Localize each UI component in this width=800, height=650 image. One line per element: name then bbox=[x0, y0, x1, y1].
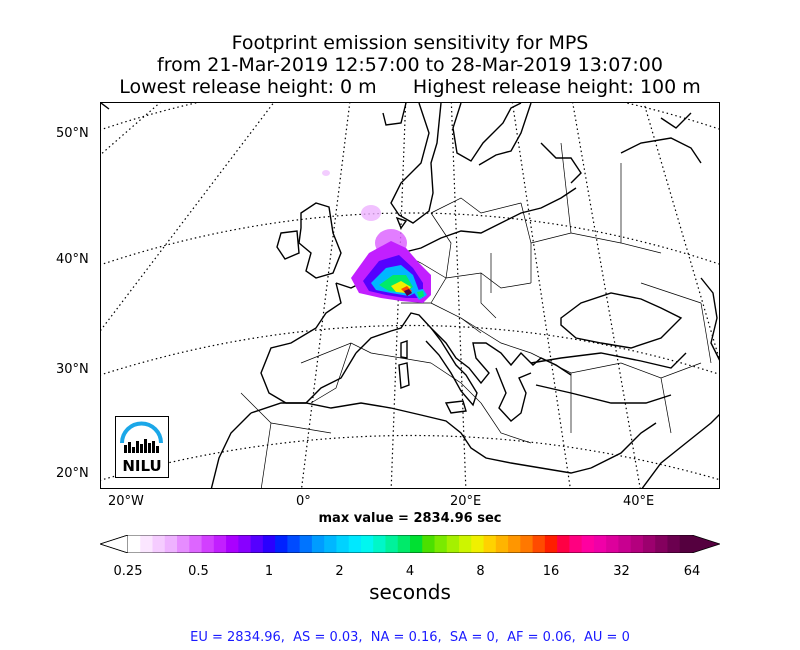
lon-label-0: 0° bbox=[296, 494, 311, 509]
colorbar-tick-label: 4 bbox=[405, 564, 415, 579]
colorbar-cell bbox=[495, 535, 509, 553]
colorbar-cell bbox=[581, 535, 595, 553]
colorbar-tick-label: 8 bbox=[476, 564, 485, 579]
colorbar-cell bbox=[397, 535, 411, 553]
colorbar-cell bbox=[177, 535, 190, 553]
lon-label-20e: 20°E bbox=[450, 494, 482, 509]
colorbar-cell bbox=[557, 535, 570, 553]
colorbar-cell bbox=[483, 535, 497, 553]
colorbar-cell bbox=[544, 535, 558, 553]
max-value-label: max value = 2834.96 sec bbox=[318, 511, 502, 526]
chart-title-line1: Footprint emission sensitivity for MPS bbox=[231, 32, 589, 54]
nilu-logo: NILU bbox=[115, 416, 169, 478]
lat-label-50n: 50°N bbox=[56, 126, 89, 141]
lon-label-20w: 20°W bbox=[108, 494, 144, 509]
lat-label-20n: 20°N bbox=[56, 466, 89, 481]
lon-label-40e: 40°E bbox=[623, 494, 655, 509]
chart-title-line2: from 21-Mar-2019 12:57:00 to 28-Mar-2019… bbox=[157, 54, 663, 76]
colorbar-tick-label: 2 bbox=[335, 564, 344, 579]
colorbar-cell bbox=[679, 535, 693, 553]
map-svg bbox=[101, 103, 719, 488]
colorbar-cell bbox=[299, 535, 313, 553]
colorbar-cell bbox=[422, 535, 436, 553]
colorbar-cell bbox=[385, 535, 399, 553]
colorbar-cells bbox=[100, 535, 720, 553]
colorbar-cell bbox=[189, 535, 203, 553]
map-panel: NILU bbox=[100, 102, 720, 489]
lat-line-20 bbox=[101, 434, 719, 481]
colorbar-cell bbox=[532, 535, 546, 553]
colorbar-tick-label: 1 bbox=[264, 564, 274, 579]
colorbar-cell bbox=[238, 535, 252, 553]
colorbar-cell bbox=[434, 535, 448, 553]
lat-label-40n: 40°N bbox=[56, 252, 89, 267]
colorbar-cell bbox=[471, 535, 485, 553]
colorbar-cell bbox=[593, 535, 607, 553]
colorbar-tick-label: 64 bbox=[683, 564, 701, 579]
colorbar-min-arrow bbox=[100, 535, 129, 553]
colorbar-cell bbox=[213, 535, 227, 553]
lon-line-20e bbox=[450, 103, 467, 488]
colorbar-cell bbox=[520, 535, 534, 553]
nilu-logo-text: NILU bbox=[122, 457, 162, 475]
colorbar-tick-label: 32 bbox=[613, 564, 630, 579]
lon-line-0 bbox=[301, 103, 351, 488]
coastlines bbox=[101, 103, 719, 488]
region-summary-footer: EU = 2834.96, AS = 0.03, NA = 0.16, SA =… bbox=[190, 630, 630, 645]
graticule bbox=[101, 103, 719, 488]
lat-line-50 bbox=[101, 103, 719, 131]
colorbar-cell bbox=[446, 535, 460, 553]
colorbar-cell bbox=[250, 535, 264, 553]
lat-label-30n: 30°N bbox=[56, 362, 89, 377]
colorbar-max-arrow bbox=[692, 535, 720, 553]
colorbar-cell bbox=[164, 535, 178, 553]
colorbar-cell bbox=[201, 535, 215, 553]
colorbar-unit-label: seconds bbox=[369, 580, 451, 604]
colorbar bbox=[100, 535, 720, 553]
footprint-plume bbox=[322, 170, 431, 303]
colorbar-cell bbox=[311, 535, 325, 553]
colorbar-cell bbox=[569, 535, 583, 553]
colorbar-cell bbox=[360, 535, 374, 553]
colorbar-cell bbox=[655, 535, 668, 553]
colorbar-tick-label: 0.5 bbox=[188, 564, 209, 579]
colorbar-cell bbox=[667, 535, 681, 553]
colorbar-cell bbox=[373, 535, 386, 553]
nilu-logo-graphic bbox=[120, 421, 163, 453]
colorbar-cell bbox=[348, 535, 362, 553]
colorbar-cell bbox=[140, 535, 154, 553]
chart-title-line3: Lowest release height: 0 m Highest relea… bbox=[119, 76, 701, 98]
country-borders bbox=[240, 142, 712, 488]
lat-line-40 bbox=[101, 212, 719, 266]
colorbar-cell bbox=[262, 535, 276, 553]
lon-line-50e bbox=[643, 103, 719, 361]
colorbar-cell bbox=[128, 535, 141, 553]
colorbar-cell bbox=[275, 535, 288, 553]
colorbar-cell bbox=[336, 535, 350, 553]
lat-line-30 bbox=[101, 324, 719, 376]
lon-line-30e bbox=[511, 103, 571, 488]
colorbar-cell bbox=[226, 535, 239, 553]
colorbar-cell bbox=[410, 535, 423, 553]
colorbar-cell bbox=[618, 535, 632, 553]
colorbar-cell bbox=[324, 535, 337, 553]
colorbar-cell bbox=[630, 535, 644, 553]
lon-line-10w bbox=[101, 103, 275, 331]
colorbar-cell bbox=[642, 535, 656, 553]
lon-line-10e bbox=[390, 103, 407, 488]
lon-line-40e bbox=[572, 103, 641, 488]
colorbar-tick-label: 16 bbox=[542, 564, 560, 579]
colorbar-tick-label: 0.25 bbox=[113, 564, 143, 579]
colorbar-cell bbox=[606, 535, 619, 553]
colorbar-cell bbox=[459, 535, 472, 553]
colorbar-cell bbox=[152, 535, 166, 553]
colorbar-cell bbox=[287, 535, 301, 553]
colorbar-cell bbox=[508, 535, 521, 553]
